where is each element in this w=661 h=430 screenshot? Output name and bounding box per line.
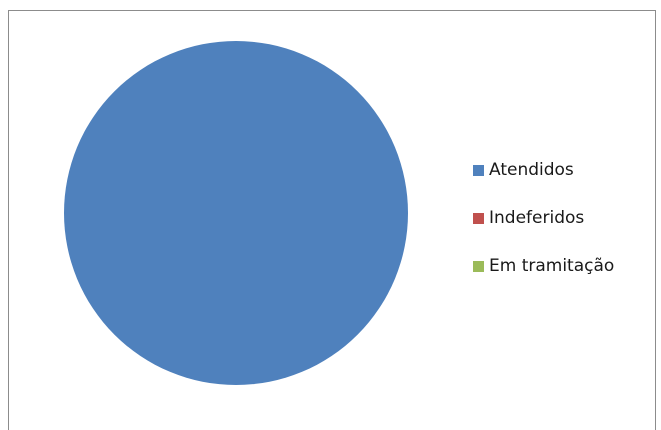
legend-swatch-indeferidos [473, 212, 484, 224]
legend: Atendidos Indeferidos Em tramitação [473, 158, 614, 302]
legend-swatch-em-tramitacao [473, 260, 484, 272]
legend-label-em-tramitacao: Em tramitação [489, 256, 615, 276]
legend-swatch-atendidos [473, 164, 484, 176]
pie-slice-atendidos [64, 41, 408, 385]
legend-item-indeferidos: Indeferidos [473, 206, 614, 230]
legend-item-em-tramitacao: Em tramitação [473, 254, 614, 278]
pie-chart [64, 41, 408, 385]
legend-label-indeferidos: Indeferidos [489, 208, 585, 228]
legend-label-atendidos: Atendidos [489, 160, 574, 180]
legend-item-atendidos: Atendidos [473, 158, 614, 182]
